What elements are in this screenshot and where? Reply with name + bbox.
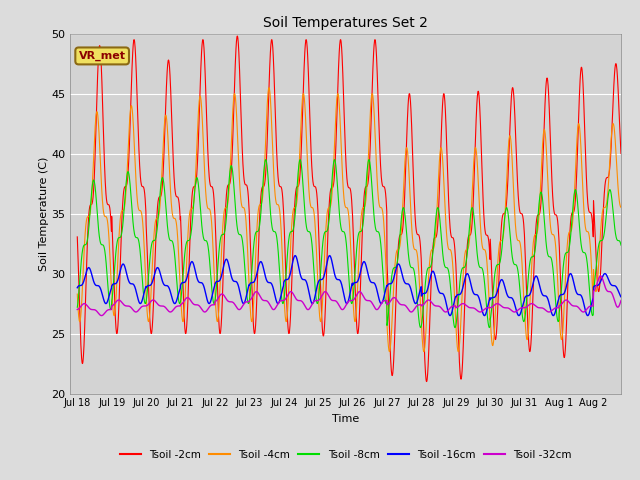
Legend: Tsoil -2cm, Tsoil -4cm, Tsoil -8cm, Tsoil -16cm, Tsoil -32cm: Tsoil -2cm, Tsoil -4cm, Tsoil -8cm, Tsoi… (116, 445, 575, 464)
Tsoil -16cm (624, 285, 632, 290)
Tsoil -16cm (518, 303, 526, 309)
Tsoil -4cm (247, 315, 255, 321)
Line: Tsoil -4cm: Tsoil -4cm (77, 88, 628, 351)
Tsoil -32cm (386, 300, 394, 305)
Tsoil -4cm (385, 348, 393, 354)
Tsoil -16cm (129, 281, 136, 287)
Tsoil -16cm (247, 280, 255, 286)
Tsoil -8cm (74, 304, 81, 310)
Tsoil -2cm (624, 194, 632, 200)
X-axis label: Time: Time (332, 414, 359, 424)
Tsoil -16cm (386, 281, 394, 287)
Tsoil -2cm (129, 60, 136, 65)
Line: Tsoil -2cm: Tsoil -2cm (77, 36, 628, 382)
Tsoil -32cm (624, 288, 632, 294)
Tsoil -2cm (386, 333, 394, 338)
Tsoil -32cm (97, 312, 105, 318)
Tsoil -4cm (518, 269, 526, 275)
Line: Tsoil -8cm: Tsoil -8cm (77, 160, 628, 327)
Tsoil -2cm (74, 234, 81, 240)
Tsoil -16cm (74, 285, 81, 290)
Tsoil -4cm (616, 203, 624, 209)
Tsoil -4cm (624, 263, 632, 268)
Tsoil -8cm (129, 210, 136, 216)
Tsoil -2cm (423, 379, 431, 384)
Tsoil -2cm (550, 205, 557, 211)
Tsoil -8cm (518, 314, 526, 320)
Tsoil -32cm (74, 307, 81, 312)
Tsoil -16cm (515, 312, 523, 318)
Tsoil -2cm (616, 136, 624, 142)
Tsoil -8cm (386, 296, 394, 301)
Tsoil -4cm (74, 291, 81, 297)
Tsoil -8cm (624, 288, 632, 293)
Tsoil -4cm (129, 107, 136, 113)
Tsoil -4cm (550, 232, 557, 238)
Tsoil -32cm (518, 305, 526, 311)
Text: VR_met: VR_met (79, 51, 125, 61)
Tsoil -32cm (248, 296, 255, 301)
Tsoil -32cm (596, 273, 604, 279)
Tsoil -8cm (262, 157, 269, 163)
Tsoil -16cm (616, 293, 624, 299)
Tsoil -32cm (129, 306, 136, 312)
Tsoil -4cm (386, 348, 394, 353)
Tsoil -8cm (247, 280, 255, 286)
Tsoil -32cm (616, 300, 624, 306)
Tsoil -2cm (248, 267, 255, 273)
Tsoil -2cm (234, 33, 241, 39)
Tsoil -2cm (518, 212, 526, 218)
Title: Soil Temperatures Set 2: Soil Temperatures Set 2 (263, 16, 428, 30)
Tsoil -8cm (417, 324, 424, 330)
Line: Tsoil -32cm: Tsoil -32cm (77, 276, 628, 315)
Tsoil -8cm (550, 273, 557, 278)
Line: Tsoil -16cm: Tsoil -16cm (77, 256, 628, 315)
Tsoil -16cm (291, 253, 299, 259)
Tsoil -4cm (265, 85, 273, 91)
Tsoil -32cm (550, 306, 557, 312)
Y-axis label: Soil Temperature (C): Soil Temperature (C) (38, 156, 49, 271)
Tsoil -8cm (616, 240, 624, 245)
Tsoil -16cm (550, 312, 557, 318)
